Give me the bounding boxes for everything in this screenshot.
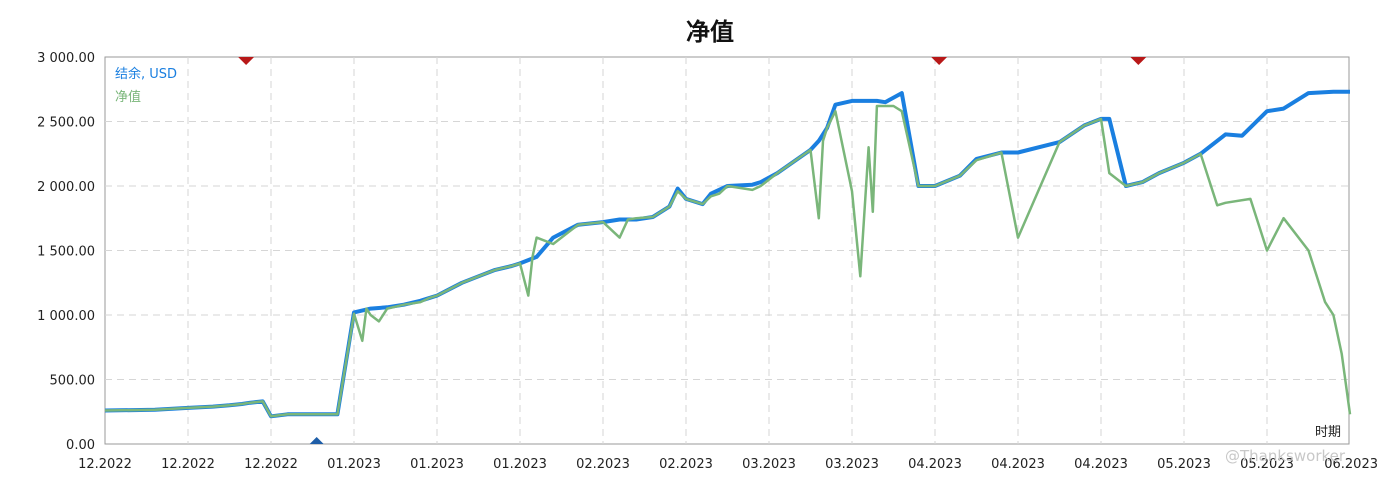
x-tick-label: 02.2023 <box>659 457 713 472</box>
grid-lines <box>105 57 1349 444</box>
x-tick-label: 02.2023 <box>576 457 630 472</box>
chart-title: 净值 <box>686 18 734 46</box>
x-tick-label: 04.2023 <box>991 457 1045 472</box>
watermark-text: @Thanksworker <box>1225 447 1346 465</box>
legend-equity: 净值 <box>115 89 141 105</box>
legend-balance: 结余, USD <box>115 66 177 82</box>
y-tick-label: 0.00 <box>66 438 95 453</box>
x-tick-label: 01.2023 <box>410 457 464 472</box>
sell-marker <box>931 57 948 65</box>
buy-marker <box>309 437 324 444</box>
series-lines <box>104 89 1352 419</box>
x-axis-label: 时期 <box>1315 425 1341 440</box>
y-tick-label: 1 000.00 <box>37 309 95 324</box>
x-tick-label: 05.2023 <box>1240 457 1294 472</box>
x-tick-label: 05.2023 <box>1157 457 1211 472</box>
series-line-equity <box>104 104 1352 418</box>
x-tick-label: 04.2023 <box>908 457 962 472</box>
y-axis-ticks: 3 000.00 2 500.00 2 000.00 1 500.00 1 000.00… <box>37 51 95 453</box>
x-tick-label: 03.2023 <box>742 457 796 472</box>
x-tick-label: 01.2023 <box>493 457 547 472</box>
y-tick-label: 2 500.00 <box>37 116 95 131</box>
y-tick-label: 3 000.00 <box>37 51 95 66</box>
x-axis-ticks: 12.2022 12.2022 12.2022 01.2023 01.2023 01.20… <box>78 457 1378 472</box>
trade-markers <box>238 57 1147 444</box>
y-tick-label: 2 000.00 <box>37 180 95 195</box>
sell-marker <box>1130 57 1147 65</box>
x-tick-label: 01.2023 <box>327 457 381 472</box>
x-tick-label: 12.2022 <box>78 457 132 472</box>
x-tick-label: 12.2022 <box>244 457 298 472</box>
x-tick-label: 03.2023 <box>825 457 879 472</box>
x-tick-label: 04.2023 <box>1074 457 1128 472</box>
y-tick-label: 1 500.00 <box>37 245 95 260</box>
x-tick-label: 12.2022 <box>161 457 215 472</box>
x-tick-label: 06.2023 <box>1324 457 1378 472</box>
y-tick-label: 500.00 <box>50 374 96 389</box>
sell-marker <box>238 57 255 65</box>
